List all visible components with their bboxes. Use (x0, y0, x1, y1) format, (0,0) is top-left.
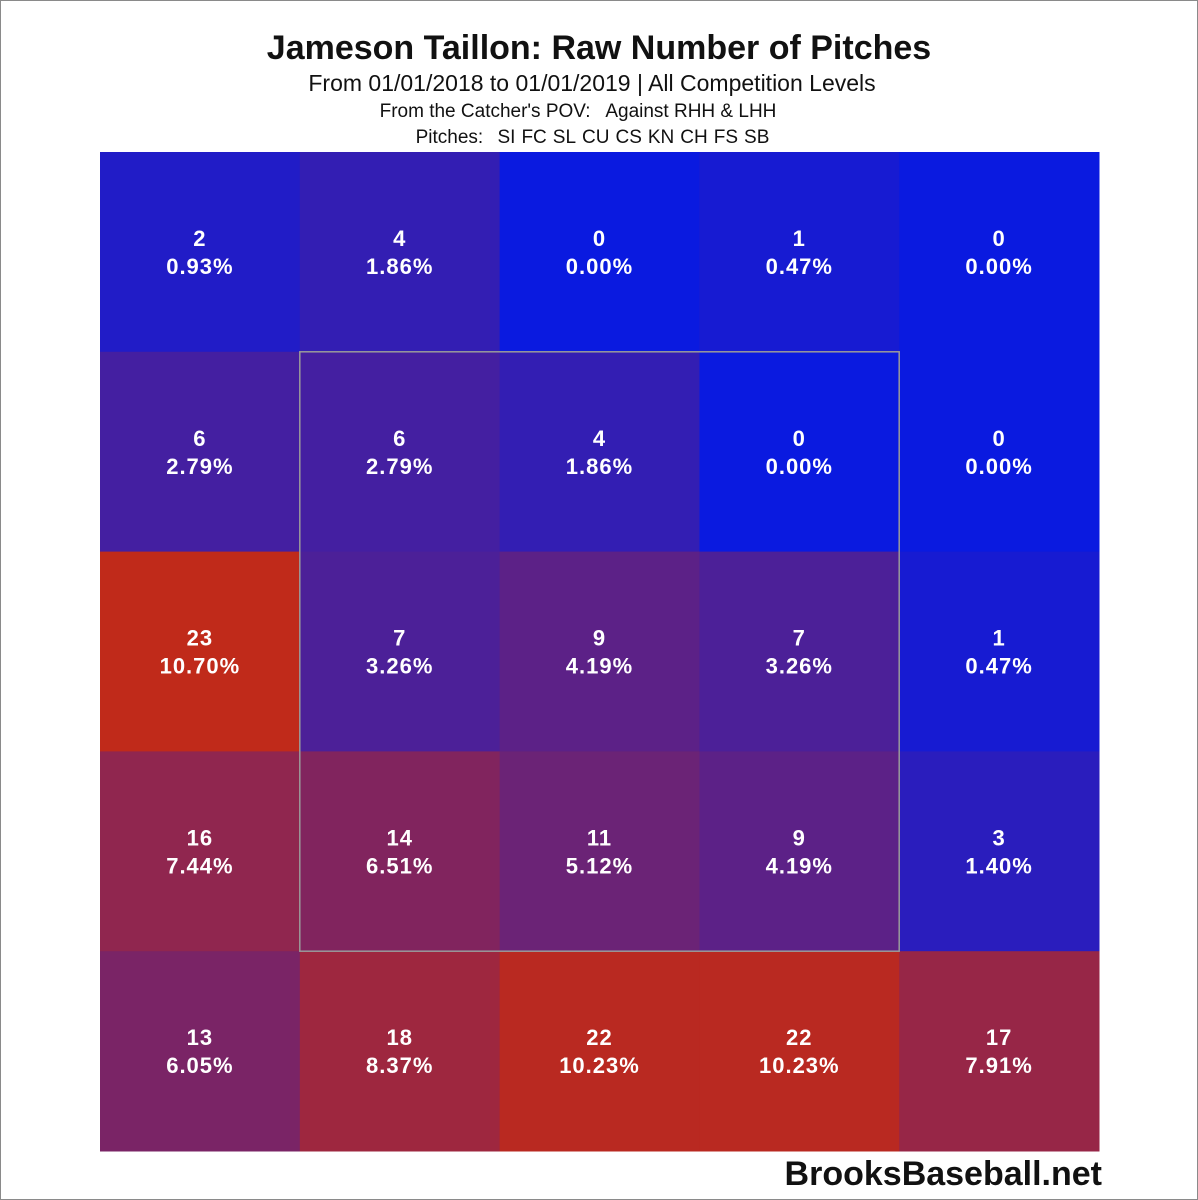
heatmap-cell-r2-c4 (699, 351, 900, 553)
cell-percent-label: 5.12% (566, 853, 633, 878)
pitch-type-fs: FS (713, 127, 739, 148)
pitch-type-si: SI (497, 127, 516, 148)
heatmap-cell-r5-c4 (699, 951, 900, 1152)
heatmap-cell-r5-c1 (100, 951, 301, 1152)
heatmap-cell-r3-c2 (299, 551, 501, 752)
cell-percent-label: 0.00% (766, 454, 833, 479)
cell-count-label: 0 (992, 226, 1005, 251)
chart-title: Jameson Taillon: Raw Number of Pitches (266, 29, 932, 67)
heatmap-cell-r1-c4 (699, 152, 900, 353)
heatmap-cell-r3-c3 (499, 551, 700, 752)
cell-count-label: 23 (187, 626, 213, 651)
cell-percent-label: 0.47% (766, 254, 833, 279)
cell-count-label: 18 (386, 1025, 412, 1050)
cell-percent-label: 10.23% (759, 1053, 840, 1078)
cell-percent-label: 1.86% (366, 254, 433, 279)
heatmap-cell-r2-c3 (499, 351, 700, 553)
heatmap-cell-r4-c1 (100, 751, 301, 952)
heatmap-cell-r5-c5 (899, 951, 1100, 1152)
heatmap-cell-r2-c2 (299, 351, 501, 553)
heatmap-cell-r1-c3 (499, 152, 700, 353)
pitch-type-list: SI FC SL CU CS KN CH FS SB (494, 127, 772, 148)
cell-count-label: 22 (786, 1025, 812, 1050)
cell-percent-label: 0.00% (566, 254, 633, 279)
cell-percent-label: 0.47% (965, 654, 1032, 679)
cell-percent-label: 10.23% (559, 1053, 640, 1078)
cell-count-label: 16 (187, 825, 213, 850)
cell-count-label: 6 (193, 426, 206, 451)
cell-count-label: 3 (992, 825, 1005, 850)
cell-count-label: 7 (793, 626, 806, 651)
cell-count-label: 6 (393, 426, 406, 451)
cell-count-label: 0 (593, 226, 606, 251)
heatmap-cell-r2-c1 (100, 351, 301, 553)
cell-percent-label: 0.93% (166, 254, 233, 279)
heatmap-cell-r4-c3 (499, 751, 700, 952)
heatmap-cell-r5-c3 (499, 951, 700, 1152)
cell-percent-label: 2.79% (366, 454, 433, 479)
cell-count-label: 11 (587, 825, 612, 850)
watermark: BrooksBaseball.net (784, 1155, 1102, 1193)
heatmap-cell-r1-c2 (299, 152, 501, 353)
cell-count-label: 17 (986, 1025, 1012, 1050)
heatmap-cell-r1-c5 (899, 152, 1100, 353)
cell-percent-label: 1.86% (566, 454, 633, 479)
pitch-type-ch: CH (680, 127, 708, 148)
pitch-type-sb: SB (744, 127, 770, 148)
pitch-type-fc: FC (521, 127, 547, 148)
cell-percent-label: 0.00% (965, 254, 1032, 279)
heatmap-cell-r1-c1 (100, 152, 301, 353)
heatmap-cell-r3-c1 (100, 551, 301, 752)
chart-subtitle: From 01/01/2018 to 01/01/2019 | All Comp… (308, 70, 876, 96)
heatmap-cell-r2-c5 (899, 351, 1100, 553)
cell-percent-label: 3.26% (366, 654, 433, 679)
cell-count-label: 0 (992, 426, 1005, 451)
heatmap-cell-r4-c5 (899, 751, 1100, 952)
cell-percent-label: 0.00% (965, 454, 1032, 479)
cell-count-label: 4 (593, 426, 606, 451)
heatmap-cell-r4-c4 (699, 751, 900, 952)
cell-percent-label: 2.79% (166, 454, 233, 479)
heatmap-cell-r5-c2 (299, 951, 501, 1152)
pitch-type-kn: KN (647, 127, 675, 148)
heatmap-cell-r4-c2 (299, 751, 501, 952)
cell-count-label: 2 (193, 226, 206, 251)
cell-percent-label: 7.91% (965, 1053, 1032, 1078)
heatmap-cell-r3-c4 (699, 551, 900, 752)
strike-zone-outline (299, 351, 900, 952)
cell-percent-label: 4.19% (766, 853, 833, 878)
pitch-types-line: Pitches: SI FC SL CU CS KN CH FS SB (0, 126, 1188, 150)
cell-percent-label: 4.19% (566, 654, 633, 679)
cell-count-label: 1 (793, 226, 806, 251)
cell-percent-label: 8.37% (366, 1053, 433, 1078)
pitch-type-cs: CS (615, 127, 642, 148)
pitch-type-sl: SL (552, 127, 577, 148)
pitch-type-cu: CU (582, 127, 610, 148)
pov-label: From the Catcher's POV: Against RHH & LH… (379, 101, 777, 122)
cell-count-label: 7 (393, 626, 406, 651)
cell-percent-label: 10.70% (160, 654, 241, 679)
cell-percent-label: 3.26% (766, 654, 833, 679)
cell-percent-label: 7.44% (166, 853, 233, 878)
heatmap-cell-r3-c5 (899, 551, 1100, 752)
cell-count-label: 0 (793, 426, 806, 451)
cell-count-label: 22 (586, 1025, 612, 1050)
cell-count-label: 9 (593, 626, 606, 651)
pitches-label: Pitches: (415, 127, 484, 148)
cell-count-label: 4 (393, 226, 406, 251)
cell-count-label: 1 (992, 626, 1005, 651)
cell-count-label: 13 (187, 1025, 213, 1050)
cell-count-label: 14 (386, 825, 412, 850)
cell-count-label: 9 (793, 825, 806, 850)
cell-percent-label: 6.05% (166, 1053, 233, 1078)
cell-percent-label: 6.51% (366, 853, 433, 878)
cell-percent-label: 1.40% (965, 853, 1032, 878)
